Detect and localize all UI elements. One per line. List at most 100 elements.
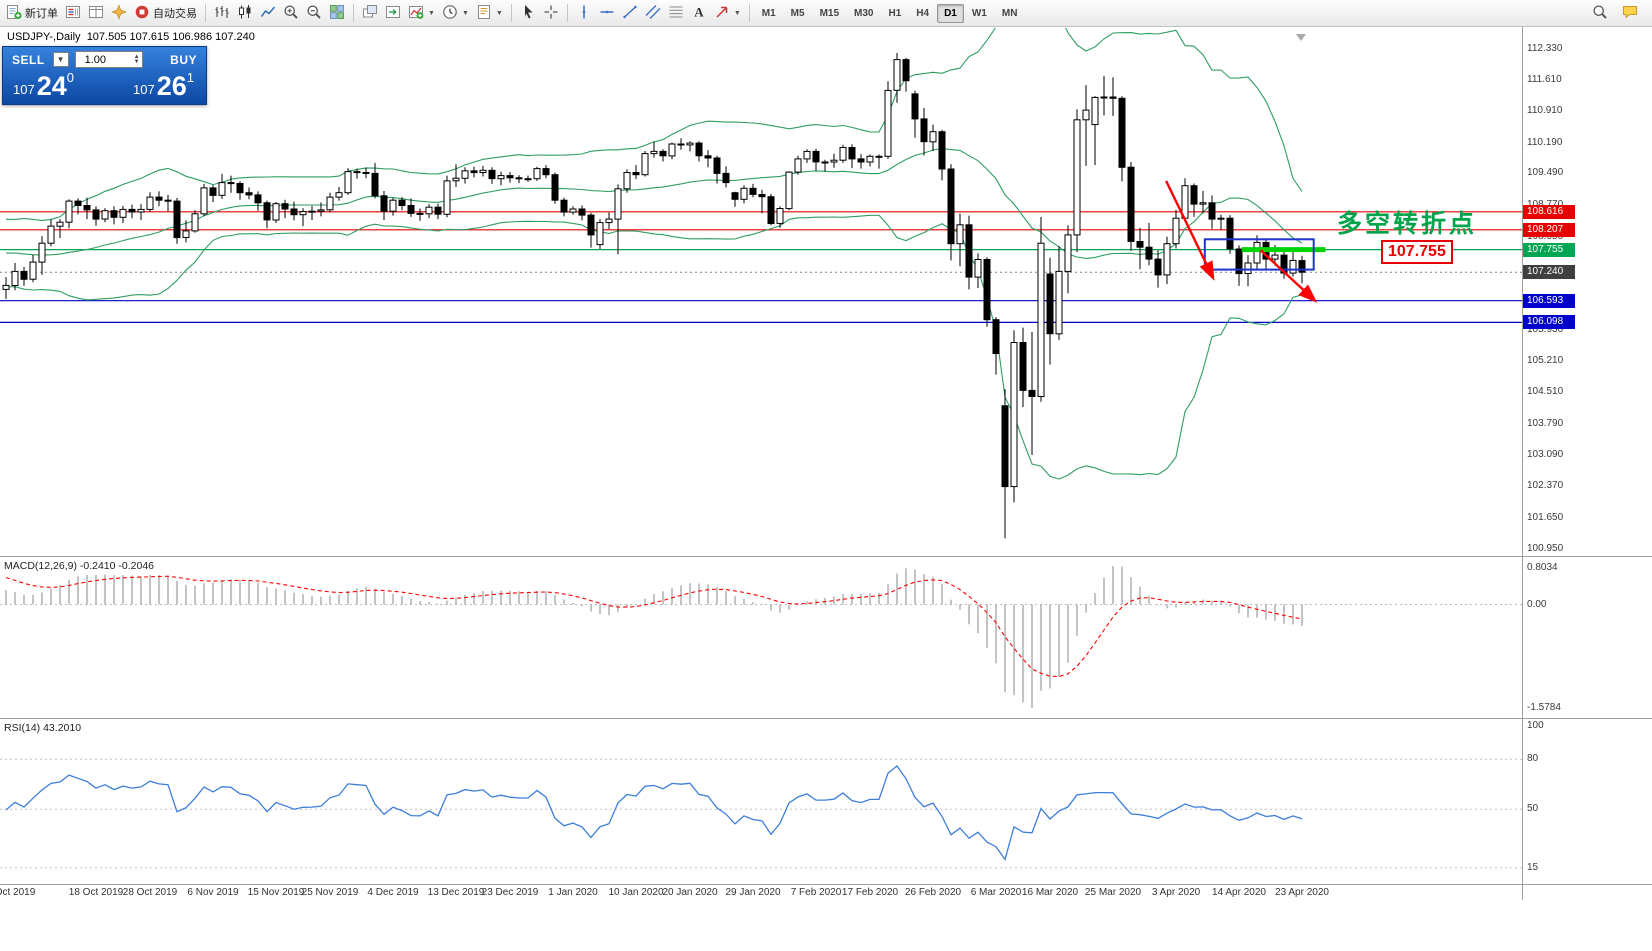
templates-icon [476, 4, 492, 23]
timeframe-w1[interactable]: W1 [971, 7, 987, 19]
sell-button[interactable]: 107 24 0 [3, 69, 104, 103]
timeframe-m1[interactable]: M1 [761, 7, 776, 19]
rsi-panel[interactable] [0, 719, 1652, 883]
sell-price-pipette: 0 [66, 70, 74, 85]
templates-button[interactable]: ▼ [473, 2, 506, 25]
fibonacci-button[interactable] [665, 2, 687, 25]
bar-chart-icon [214, 4, 230, 23]
new-order-label: 新订单 [25, 8, 58, 20]
time-tick: 23 Dec 2019 [481, 887, 539, 898]
periods-button[interactable]: ▼ [439, 2, 472, 25]
periods-icon [442, 4, 458, 23]
time-tick: 7 Feb 2020 [790, 887, 842, 898]
toolbar-separator [510, 4, 512, 22]
rsi-line [5, 765, 1303, 861]
time-tick: 1 Jan 2020 [548, 887, 598, 898]
autotrading-label: 自动交易 [153, 8, 197, 20]
cursor-button[interactable] [517, 2, 539, 25]
buy-price-main: 26 [156, 71, 187, 101]
macd-panel[interactable] [0, 557, 1652, 717]
tile-windows-button[interactable] [326, 2, 348, 25]
new-order-icon [6, 4, 22, 23]
time-tick: 16 Mar 2020 [1021, 887, 1079, 898]
timeframe-m5[interactable]: M5 [790, 7, 805, 19]
candlestick-chart-icon [237, 4, 253, 23]
price-scale-divider [1522, 27, 1523, 900]
buy-price-pipette: 1 [186, 70, 194, 85]
zoom-out-button[interactable] [303, 2, 325, 25]
tile-windows-icon [329, 4, 345, 23]
time-tick: 14 Apr 2020 [1212, 887, 1266, 898]
svg-text:A: A [694, 4, 704, 19]
volume-down-button[interactable]: ▼ [133, 58, 140, 65]
sell-label[interactable]: SELL [12, 52, 45, 67]
arrange-windows-icon [362, 4, 378, 23]
chevron-down-icon: ▼ [428, 9, 435, 17]
market-watch-button[interactable] [62, 2, 84, 25]
main-chart[interactable] [0, 28, 1652, 556]
indicators-button[interactable]: ▼ [405, 2, 438, 25]
navigator-button[interactable] [108, 2, 130, 25]
time-tick: 13 Dec 2019 [427, 887, 485, 898]
chart-shift-button[interactable] [382, 2, 404, 25]
volume-preset-dropdown[interactable]: ▼ [52, 52, 69, 67]
buy-price-prefix: 107 [133, 82, 155, 97]
volume-up-button[interactable]: ▲ [133, 53, 140, 60]
arrows-button[interactable]: ▼ [711, 2, 744, 25]
timeframe-m15[interactable]: M15 [819, 7, 840, 19]
bar-chart-button[interactable] [211, 2, 233, 25]
zoom-out-icon [306, 4, 322, 23]
crosshair-icon [543, 4, 559, 23]
equidistant-channel-button[interactable] [642, 2, 664, 25]
data-window-icon [88, 4, 104, 23]
zoom-in-button[interactable] [280, 2, 302, 25]
trendline-button[interactable] [619, 2, 641, 25]
vertical-line-icon [576, 4, 592, 23]
chevron-down-icon: ▼ [733, 9, 741, 17]
buy-label[interactable]: BUY [170, 52, 197, 67]
timeframe-mn[interactable]: MN [1001, 7, 1018, 19]
search-button[interactable] [1589, 2, 1611, 25]
chevron-down-icon: ▼ [461, 9, 469, 17]
arrows-icon [714, 4, 730, 23]
chart-title: USDJPY-,Daily 107.505 107.615 106.986 10… [7, 31, 255, 43]
text-button[interactable]: A [688, 2, 710, 25]
timeframe-m30[interactable]: M30 [854, 7, 874, 19]
candlestick-chart-button[interactable] [234, 2, 256, 25]
time-tick: 25 Mar 2020 [1084, 887, 1142, 898]
market-watch-icon [65, 4, 81, 23]
crosshair-button[interactable] [540, 2, 562, 25]
panel-divider[interactable] [0, 556, 1652, 557]
chat-icon [1622, 4, 1638, 23]
panel-divider[interactable] [0, 718, 1652, 719]
toolbar-right-group [1589, 2, 1649, 25]
time-tick: 4 Dec 2019 [367, 887, 419, 898]
volume-stepper: ▲ ▼ [133, 53, 140, 65]
timeframe-h4[interactable]: H4 [916, 7, 930, 19]
time-tick: 26 Feb 2020 [904, 887, 962, 898]
macd-indicator-label: MACD(12,26,9) -0.2410 -0.2046 [4, 560, 154, 572]
trend-arrow [1165, 180, 1215, 281]
rsi-levels [0, 758, 1522, 869]
horizontal-line-button[interactable] [596, 2, 618, 25]
data-window-button[interactable] [85, 2, 107, 25]
chat-button[interactable] [1619, 2, 1641, 25]
rsi-indicator-label: RSI(14) 43.2010 [4, 722, 82, 734]
timeframe-d1[interactable]: D1 [937, 3, 964, 23]
toolbar-separator [205, 4, 206, 22]
timeframe-h1[interactable]: H1 [888, 7, 902, 19]
chevron-down-icon: ▼ [495, 9, 503, 17]
buy-button[interactable]: 107 26 1 [104, 69, 207, 103]
new-order-button[interactable]: 新订单 [3, 2, 61, 25]
symbol-name: USDJPY-,Daily [7, 31, 81, 43]
vertical-line-button[interactable] [573, 2, 595, 25]
autotrading-button[interactable]: 自动交易 [131, 2, 200, 25]
volume-input[interactable]: 1.00 ▲ ▼ [74, 51, 143, 68]
line-chart-button[interactable] [257, 2, 279, 25]
cursor-icon [520, 4, 536, 23]
line-chart-icon [260, 4, 276, 23]
arrange-windows-button[interactable] [359, 2, 381, 25]
consolidation-box [1203, 238, 1315, 271]
time-tick: 6 Nov 2019 [187, 887, 239, 898]
